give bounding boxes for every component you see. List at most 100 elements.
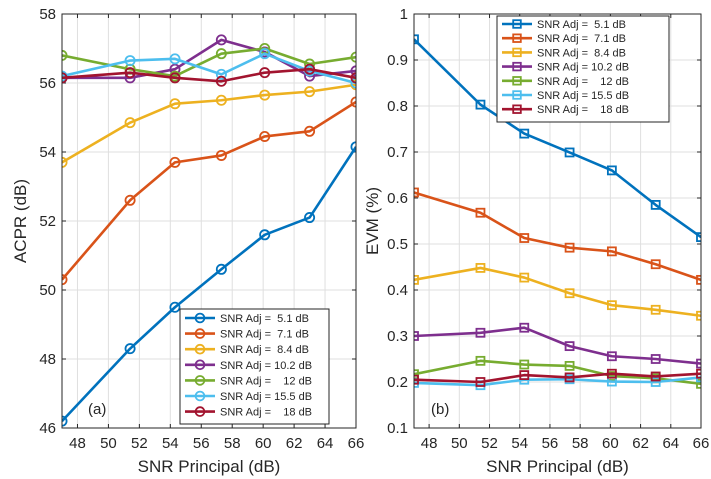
legend-entry-label: SNR Adj = 8.4 dB: [220, 344, 309, 356]
y-tick-label: 0.6: [387, 190, 408, 207]
legend: SNR Adj = 5.1 dB SNR Adj = 7.1 dB SNR Adj …: [179, 308, 330, 425]
data-point: [414, 274, 419, 285]
series-line: [414, 266, 701, 318]
legend-entry-label: SNR Adj = 7.1 dB: [220, 329, 309, 341]
legend-entry-label: SNR Adj = 5.1 dB: [220, 313, 309, 325]
y-tick-label: 50: [39, 282, 56, 299]
data-point: [696, 274, 701, 285]
series-4: [414, 322, 701, 369]
data-point: [414, 374, 419, 385]
data-point: [519, 233, 530, 243]
axes-frame: [413, 13, 702, 429]
data-point: [215, 94, 227, 106]
data-point: [304, 86, 316, 98]
data-point: [215, 149, 227, 161]
data-point: [606, 165, 617, 176]
data-point: [519, 370, 530, 381]
y-tick-label: 0.5: [387, 236, 408, 253]
data-point: [606, 300, 617, 311]
data-point: [564, 341, 575, 352]
legend-marker: [194, 390, 206, 402]
data-point: [124, 117, 136, 129]
x-tick-label: 48: [69, 435, 86, 452]
series-line: [62, 100, 356, 281]
x-tick-label: 66: [693, 435, 710, 452]
series-2: [62, 96, 356, 286]
x-tick-label: 62: [632, 435, 649, 452]
series-2: [414, 187, 701, 285]
legend-entry-label: SNR Adj = 8.4 dB: [537, 47, 626, 59]
legend-marker: [194, 359, 206, 371]
data-point: [414, 369, 419, 380]
data-point: [124, 67, 136, 79]
x-tick-label: 62: [286, 435, 303, 452]
data-point: [475, 263, 486, 273]
series-1: [62, 141, 356, 427]
x-tick-label: 56: [193, 435, 210, 452]
legend-entry-label: SNR Adj = 15.5 dB: [537, 90, 629, 102]
y-tick-label: 54: [39, 144, 56, 161]
data-point: [475, 377, 486, 387]
data-point: [259, 229, 271, 241]
x-tick-label: 60: [255, 435, 272, 452]
legend-marker: [512, 90, 522, 100]
data-point: [215, 263, 227, 275]
data-point: [650, 199, 661, 210]
series-line: [62, 83, 356, 164]
legend-entry-label: SNR Adj = 18 dB: [537, 104, 629, 116]
legend: SNR Adj = 5.1 dB SNR Adj = 7.1 dB SNR Adj …: [496, 15, 670, 123]
legend-entry-label: SNR Adj = 18 dB: [220, 407, 312, 419]
series-line: [414, 326, 701, 365]
legend-box: [496, 15, 670, 123]
data-point: [124, 194, 136, 206]
y-axis-label: EVM (%): [363, 187, 382, 255]
y-tick-label: 0.8: [387, 98, 408, 115]
data-point: [169, 98, 181, 110]
x-tick-label: 52: [131, 435, 148, 452]
legend-marker: [512, 19, 522, 29]
data-point: [519, 322, 530, 333]
data-point: [259, 48, 271, 60]
data-point: [650, 259, 661, 270]
data-point: [606, 246, 617, 257]
legend-marker: [512, 47, 522, 58]
data-point: [169, 72, 181, 84]
data-point: [606, 368, 617, 379]
data-point: [414, 187, 419, 198]
y-tick-label: 58: [39, 6, 56, 23]
data-point: [304, 125, 316, 137]
chart-panel-a: 48 50 52 54 56 58 60 62 64 66 46 48 50 52 54 56 58 SNR Pr…: [11, 6, 364, 476]
data-point: [124, 343, 136, 355]
y-tick-label: 0.1: [387, 420, 408, 437]
legend-entry-label: SNR Adj = 15.5 dB: [220, 391, 312, 403]
data-point: [564, 288, 575, 299]
chart-panel-b: 48 50 52 54 56 58 60 62 64 66 0.1 0.2 0.3 0.4 0.5 0.6 0.…: [363, 6, 709, 476]
legend-entry-label: SNR Adj = 7.1 dB: [537, 33, 626, 45]
data-point: [696, 378, 701, 389]
legend-marker: [194, 343, 206, 355]
series-7: [414, 368, 701, 387]
x-tick-label: 56: [542, 435, 559, 452]
legend-entry-label: SNR Adj = 10.2 dB: [220, 360, 312, 372]
data-point: [215, 48, 227, 60]
series-line: [62, 146, 356, 422]
data-point: [519, 272, 530, 283]
data-point: [650, 377, 661, 387]
series-line: [414, 372, 701, 384]
data-point: [304, 212, 316, 224]
axes-frame: [61, 13, 357, 429]
y-tick-label: 46: [39, 420, 56, 437]
x-tick-label: 52: [481, 435, 498, 452]
x-tick-label: 50: [451, 435, 468, 452]
data-point: [519, 128, 530, 139]
legend-marker: [194, 312, 206, 324]
y-tick-label: 0.4: [387, 282, 408, 299]
data-point: [259, 130, 271, 142]
legend-marker: [512, 76, 522, 86]
data-point: [606, 351, 617, 362]
x-tick-label: 58: [224, 435, 241, 452]
y-tick-label: 0.7: [387, 144, 408, 161]
data-point: [215, 34, 227, 46]
panel-tag: (b): [431, 401, 449, 418]
